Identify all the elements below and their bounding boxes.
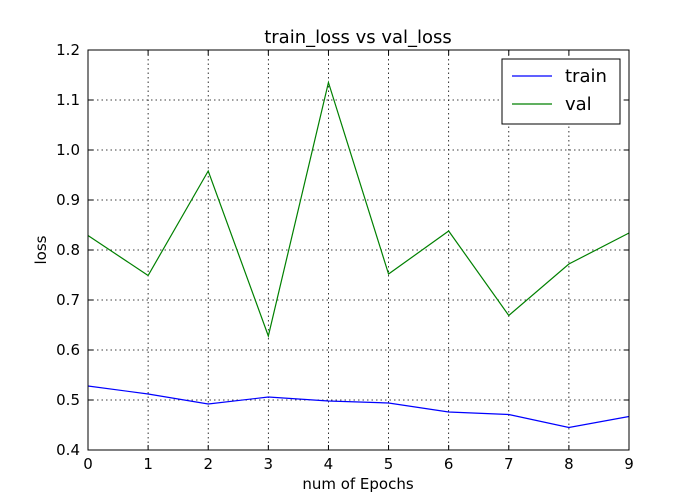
y-tick-labels: 0.4 0.5 0.6 0.7 0.8 0.9 1.0 1.1 1.2 — [56, 41, 80, 459]
y-tick-label: 1.2 — [56, 41, 80, 59]
legend: train val — [501, 58, 621, 125]
x-tick-label: 5 — [384, 455, 394, 473]
x-tick-label: 8 — [564, 455, 574, 473]
axis-ticks — [87, 49, 630, 451]
y-tick-label: 0.8 — [56, 241, 80, 259]
x-tick-label: 0 — [83, 455, 93, 473]
series-line-val — [87, 80, 630, 339]
y-axis-label: loss — [32, 235, 50, 264]
x-tick-label: 7 — [504, 455, 514, 473]
series-line-train — [87, 385, 630, 429]
x-tick-label: 6 — [444, 455, 454, 473]
x-tick-labels: 0 1 2 3 4 5 6 7 8 9 — [83, 455, 634, 473]
x-tick-label: 3 — [264, 455, 274, 473]
x-axis-label: num of Epochs — [302, 475, 414, 493]
y-tick-label: 0.4 — [56, 441, 80, 459]
y-tick-label: 0.9 — [56, 191, 80, 209]
x-tick-label: 1 — [143, 455, 153, 473]
x-tick-label: 9 — [624, 455, 634, 473]
y-tick-label: 1.0 — [56, 141, 80, 159]
x-tick-label: 4 — [324, 455, 334, 473]
y-tick-label: 0.7 — [56, 291, 80, 309]
y-tick-label: 0.6 — [56, 341, 80, 359]
x-tick-label: 2 — [203, 455, 213, 473]
legend-label-val: val — [565, 94, 592, 115]
legend-box — [501, 58, 621, 125]
y-tick-label: 1.1 — [56, 91, 80, 109]
chart-title: train_loss vs val_loss — [264, 27, 452, 48]
series-lines — [87, 80, 630, 429]
legend-label-train: train — [565, 66, 607, 87]
y-tick-label: 0.5 — [56, 391, 80, 409]
